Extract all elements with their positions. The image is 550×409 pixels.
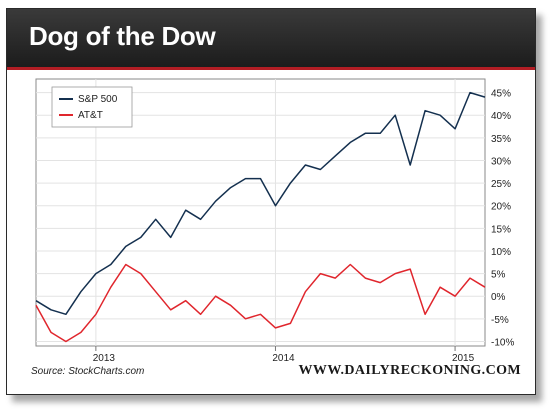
y-tick-label: 15% bbox=[491, 224, 511, 235]
y-tick-label: 40% bbox=[491, 111, 511, 122]
y-axis-ticks: 45% 40% 35% 30% 25% 20% 15% 10% 5% 0% -5% -10% bbox=[491, 89, 514, 349]
y-tick-label: -5% bbox=[491, 315, 509, 326]
y-tick-label: 30% bbox=[491, 156, 511, 167]
chart-title: Dog of the Dow bbox=[29, 21, 216, 51]
y-tick-label: 25% bbox=[491, 179, 511, 190]
att-line bbox=[35, 263, 486, 343]
legend-label-sp500: S&P 500 bbox=[78, 94, 118, 105]
x-tick-label: 2013 bbox=[93, 353, 116, 364]
legend-box bbox=[51, 86, 133, 128]
line-chart: 45% 40% 35% 30% 25% 20% 15% 10% 5% 0% -5% -10% 2013… bbox=[35, 78, 514, 364]
y-tick-label: 10% bbox=[491, 247, 511, 258]
source-caption: Source: StockCharts.com bbox=[31, 366, 145, 377]
legend: S&P 500 AT&T bbox=[51, 86, 133, 128]
x-tick-label: 2015 bbox=[452, 353, 475, 364]
y-tick-label: -10% bbox=[491, 337, 514, 348]
y-tick-label: 45% bbox=[491, 89, 511, 100]
x-tick-label: 2014 bbox=[272, 353, 295, 364]
brand-url: WWW.DAILYRECKONING.COM bbox=[298, 363, 521, 378]
chart-card: Dog of the Dow 45% 40% 35% 30% 25% 20% 15% 10% 5… bbox=[6, 8, 536, 395]
sp500-line bbox=[35, 91, 486, 316]
y-tick-label: 35% bbox=[491, 134, 511, 145]
y-tick-label: 20% bbox=[491, 202, 511, 213]
y-tick-label: 0% bbox=[491, 292, 506, 303]
x-axis-ticks: 2013 2014 2015 bbox=[93, 353, 475, 364]
y-tick-label: 5% bbox=[491, 270, 506, 281]
chart-header: Dog of the Dow bbox=[7, 9, 535, 70]
series-group bbox=[35, 91, 486, 343]
legend-label-att: AT&T bbox=[78, 110, 103, 121]
